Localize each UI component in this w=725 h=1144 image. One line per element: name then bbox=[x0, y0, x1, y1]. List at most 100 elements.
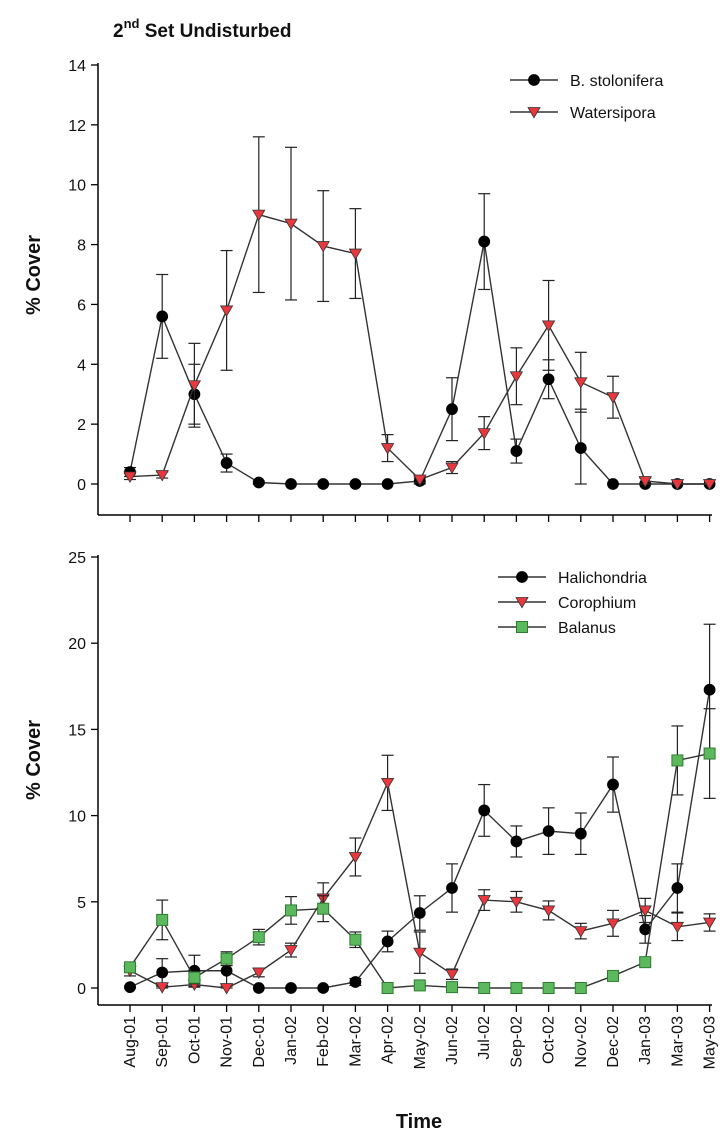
data-point-watersipora bbox=[348, 248, 363, 261]
data-point-balanus bbox=[607, 969, 619, 982]
y-tick-label-bottom: 0 bbox=[77, 981, 86, 998]
data-point-halichondria bbox=[317, 982, 330, 994]
data-point-balanus bbox=[381, 982, 394, 994]
legend-marker-corophium bbox=[515, 597, 529, 609]
y-tick-label-bottom: 25 bbox=[68, 550, 86, 567]
data-point-balanus bbox=[542, 982, 555, 994]
data-point-b-stolonifera bbox=[510, 445, 523, 457]
legend-top: B. stolonifera Watersipora bbox=[510, 73, 663, 122]
data-point-corophium bbox=[509, 896, 524, 909]
data-point-balanus bbox=[574, 982, 587, 994]
x-tick-label: Jun-02 bbox=[444, 1016, 461, 1065]
data-point-b-stolonifera bbox=[574, 442, 587, 454]
data-point-b-stolonifera bbox=[542, 373, 555, 386]
data-point-watersipora bbox=[380, 443, 395, 455]
data-point-balanus bbox=[703, 747, 716, 760]
series-balanus bbox=[124, 708, 716, 994]
data-point-corophium bbox=[670, 921, 685, 934]
axes-bottom: 0 5 10 15 20 25 bbox=[68, 550, 712, 1012]
x-tick-label: Jan-02 bbox=[283, 1016, 300, 1065]
legend-label-halichondria: Halichondria bbox=[558, 570, 647, 587]
data-point-watersipora bbox=[509, 371, 524, 383]
y-tick-label-bottom: 20 bbox=[68, 636, 86, 653]
data-point-b-stolonifera bbox=[478, 235, 491, 248]
data-point-watersipora bbox=[219, 305, 234, 317]
x-tick-label: Dec-02 bbox=[605, 1016, 622, 1068]
x-axis-title: Time bbox=[396, 1111, 442, 1133]
data-point-watersipora bbox=[123, 471, 137, 484]
data-point-halichondria bbox=[381, 935, 394, 948]
series-line-b-stolonifera bbox=[129, 241, 710, 485]
x-tick-label: Sep-02 bbox=[508, 1016, 525, 1068]
data-point-balanus bbox=[252, 931, 265, 944]
data-point-balanus bbox=[349, 933, 362, 946]
data-point-halichondria bbox=[607, 778, 619, 791]
x-tick-label: Mar-03 bbox=[669, 1016, 686, 1067]
y-tick-label-bottom: 15 bbox=[68, 722, 86, 739]
data-point-balanus bbox=[124, 961, 136, 974]
series-corophium bbox=[123, 754, 717, 995]
x-tick-label: Nov-01 bbox=[219, 1016, 236, 1068]
data-point-halichondria bbox=[124, 981, 136, 994]
legend-label-corophium: Corophium bbox=[558, 595, 636, 612]
data-point-halichondria bbox=[220, 964, 233, 977]
x-tick-label: May-03 bbox=[702, 1016, 719, 1069]
data-point-halichondria bbox=[671, 882, 684, 894]
data-point-corophium bbox=[606, 918, 620, 930]
data-point-watersipora bbox=[445, 462, 459, 475]
chart-panel-top: % Cover 0 2 4 6 8 10 12 14 B. stolonifera Waters… bbox=[23, 58, 717, 522]
y-tick-label-top: 8 bbox=[77, 238, 86, 255]
figure-title-rest: Set Undisturbed bbox=[139, 21, 291, 42]
data-point-corophium bbox=[702, 917, 717, 929]
axes-top: 0 2 4 6 8 10 12 14 bbox=[68, 58, 712, 522]
data-point-halichondria bbox=[156, 966, 169, 979]
chart-panel-bottom: % Cover 0 5 10 15 20 25 Halichondria Corophium… bbox=[23, 550, 719, 1069]
legend-label-balanus: Balanus bbox=[558, 620, 616, 637]
x-tick-label: Mar-02 bbox=[347, 1016, 364, 1067]
legend-label-watersipora: Watersipora bbox=[570, 105, 656, 122]
x-tick-label: May-02 bbox=[412, 1016, 429, 1069]
data-point-halichondria bbox=[446, 882, 458, 894]
data-point-halichondria bbox=[574, 827, 587, 840]
data-point-balanus bbox=[156, 913, 169, 926]
data-point-watersipora bbox=[187, 380, 202, 392]
data-point-halichondria bbox=[285, 982, 297, 994]
data-point-balanus bbox=[413, 979, 426, 992]
y-tick-label-top: 2 bbox=[77, 417, 86, 434]
x-tick-label: Nov-02 bbox=[573, 1016, 590, 1068]
figure-title-superscript: nd bbox=[124, 16, 140, 31]
y-tick-label-top: 14 bbox=[68, 58, 86, 75]
x-tick-label: Apr-02 bbox=[380, 1016, 397, 1064]
data-point-corophium bbox=[284, 945, 298, 957]
y-tick-label-top: 4 bbox=[77, 357, 86, 374]
data-point-balanus bbox=[510, 982, 523, 994]
data-point-corophium bbox=[541, 905, 556, 917]
data-point-halichondria bbox=[349, 976, 362, 988]
x-tick-label: Dec-01 bbox=[251, 1016, 268, 1068]
data-point-corophium bbox=[348, 852, 363, 864]
data-point-corophium bbox=[445, 969, 459, 981]
data-point-watersipora bbox=[702, 479, 717, 491]
legend-label-b-stolonifera: B. stolonifera bbox=[570, 73, 663, 90]
data-point-balanus bbox=[188, 971, 201, 984]
legend-bottom: Halichondria Corophium Balanus bbox=[498, 570, 647, 637]
data-point-watersipora bbox=[413, 474, 427, 486]
data-point-corophium bbox=[380, 777, 395, 790]
data-point-b-stolonifera bbox=[381, 478, 394, 490]
y-tick-label-bottom: 10 bbox=[68, 809, 86, 826]
data-point-halichondria bbox=[510, 835, 523, 848]
y-axis-title-top: % Cover bbox=[23, 235, 45, 315]
y-tick-label-top: 0 bbox=[77, 477, 86, 494]
data-point-watersipora bbox=[284, 218, 298, 231]
data-point-watersipora bbox=[574, 377, 588, 389]
y-tick-label-top: 6 bbox=[77, 297, 86, 314]
legend-marker-watersipora bbox=[527, 107, 541, 119]
x-tick-label: Jan-03 bbox=[637, 1016, 654, 1065]
data-point-b-stolonifera bbox=[607, 478, 619, 490]
data-point-halichondria bbox=[542, 825, 555, 838]
data-point-corophium bbox=[574, 926, 588, 938]
data-point-b-stolonifera bbox=[252, 476, 265, 489]
data-point-watersipora bbox=[606, 392, 620, 404]
x-tick-label: Oct-02 bbox=[541, 1016, 558, 1064]
data-point-halichondria bbox=[703, 683, 716, 696]
